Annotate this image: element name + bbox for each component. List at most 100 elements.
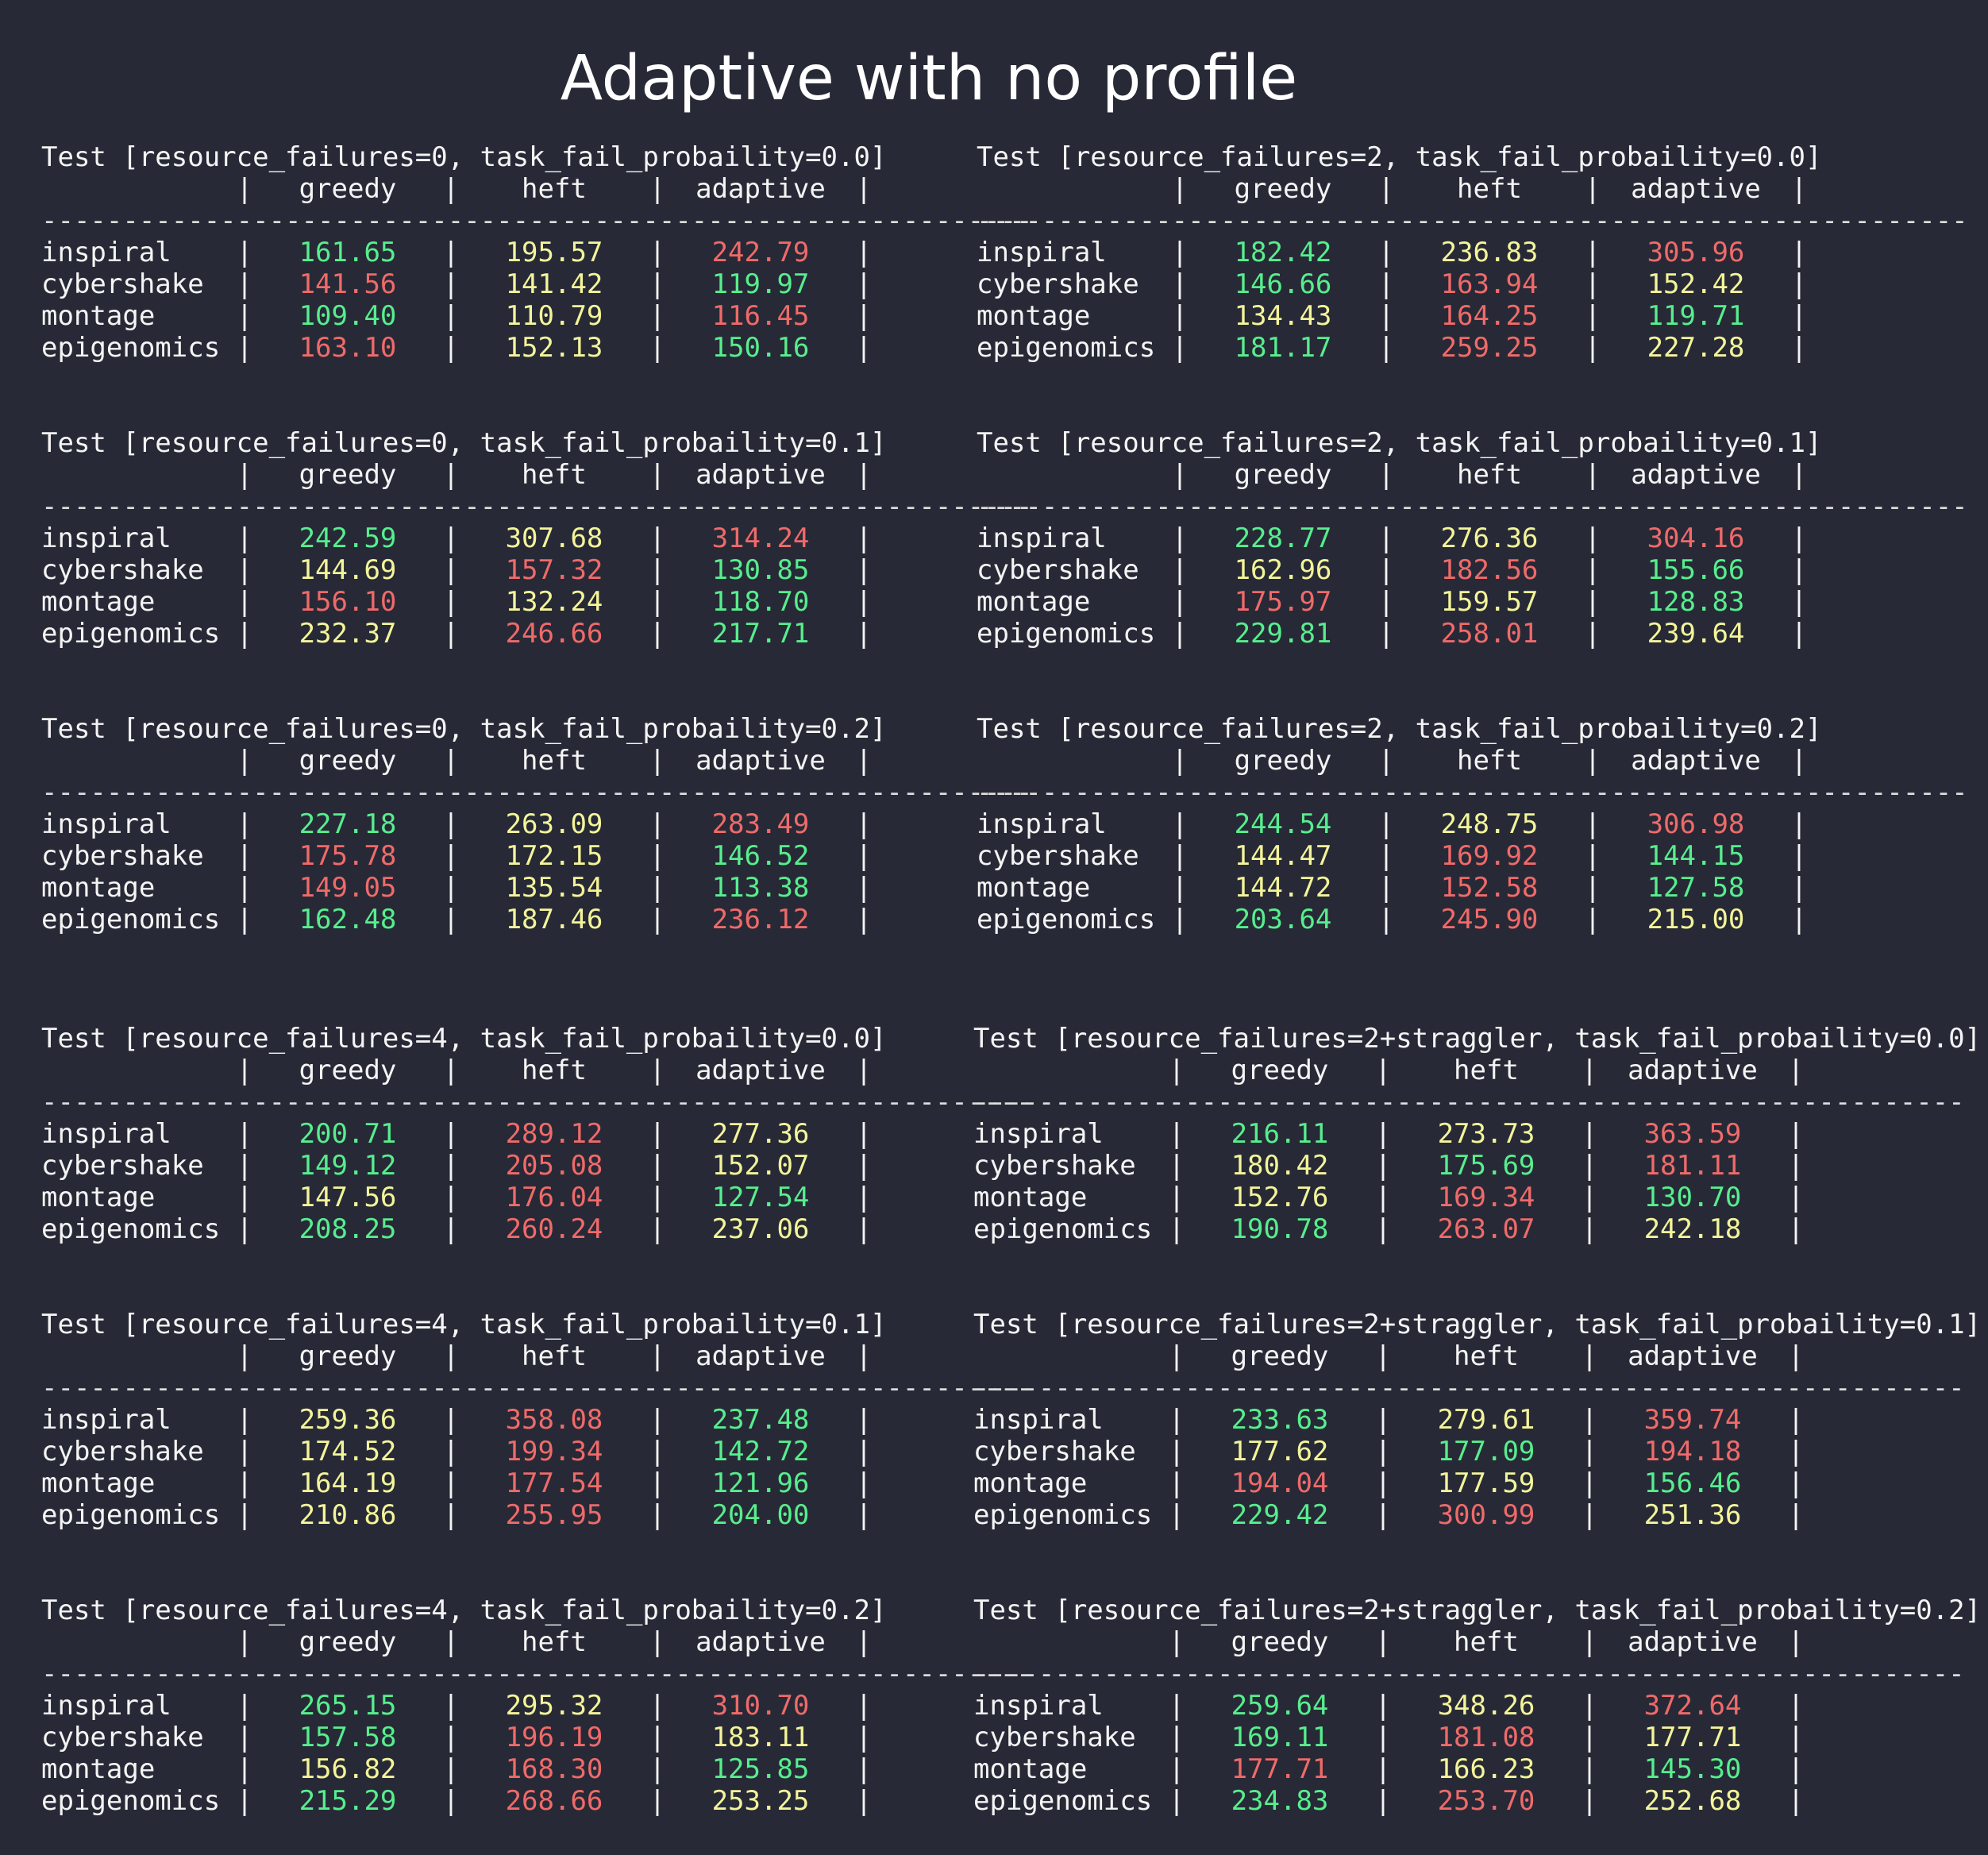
separator-line: ----------------------------------------… [41,1086,1033,1118]
workflow-name: inspiral [41,237,171,268]
value-adaptive: 283.49 [711,808,810,840]
table-row: cybershake | 144.69 | 157.32 | 130.85 | [41,554,1033,586]
table-title: Test [resource_failures=0, task_fail_pro… [41,427,887,459]
column-divider: | [1374,1055,1392,1086]
table-title: Test [resource_failures=2+straggler, tas… [973,1309,1982,1340]
column-divider: | [855,1499,873,1531]
value-greedy: 181.17 [1234,332,1332,364]
page-title: Adaptive with no profile [560,43,1298,114]
column-divider: | [442,840,460,872]
column-header-greedy: greedy [1231,1626,1329,1658]
value-heft: 258.01 [1440,618,1539,650]
column-header-greedy: greedy [1234,459,1332,491]
value-greedy: 200.71 [299,1118,397,1150]
column-divider: | [649,1118,666,1150]
value-adaptive: 242.79 [711,237,810,268]
value-greedy: 177.62 [1231,1436,1329,1467]
column-divider: | [1171,523,1189,554]
workflow-name: cybershake [41,554,204,586]
column-divider: | [1581,1436,1598,1467]
results-table: Test [resource_failures=2+straggler, tas… [973,1595,1981,1817]
column-divider: | [236,268,253,300]
table-title: Test [resource_failures=0, task_fail_pro… [41,713,887,745]
value-greedy: 174.52 [299,1436,397,1467]
table-header-row: | greedy | heft | adaptive | [973,1340,1981,1372]
value-adaptive: 144.15 [1647,840,1745,872]
column-divider: | [649,1785,666,1817]
column-divider: | [1790,618,1808,650]
column-divider: | [1584,268,1601,300]
results-table: Test [resource_failures=0, task_fail_pro… [41,713,1033,935]
value-greedy: 229.81 [1234,618,1332,650]
table-row: montage | 175.97 | 159.57 | 128.83 | [977,586,1968,618]
value-heft: 182.56 [1440,554,1539,586]
column-divider: | [236,554,253,586]
workflow-name: cybershake [973,1150,1136,1182]
column-divider: | [1584,173,1601,205]
column-divider: | [649,1436,666,1467]
value-adaptive: 152.42 [1647,268,1745,300]
column-divider: | [1377,173,1395,205]
workflow-name: inspiral [973,1404,1104,1436]
value-heft: 255.95 [505,1499,603,1531]
column-divider: | [1581,1690,1598,1722]
column-divider: | [236,1340,253,1372]
separator-line: ----------------------------------------… [973,1372,1965,1404]
value-adaptive: 251.36 [1643,1499,1742,1531]
column-header-greedy: greedy [1231,1340,1329,1372]
table-row: epigenomics | 163.10 | 152.13 | 150.16 | [41,332,1033,364]
value-greedy: 134.43 [1234,300,1332,332]
column-divider: | [442,1753,460,1785]
column-header-heft: heft [1457,745,1522,777]
value-heft: 300.99 [1437,1499,1535,1531]
table-header-row: | greedy | heft | adaptive | [973,1055,1981,1086]
column-divider: | [855,1690,873,1722]
workflow-name: epigenomics [977,332,1156,364]
column-divider: | [1581,1722,1598,1753]
separator-line: ----------------------------------------… [41,491,1033,523]
column-divider: | [1584,840,1601,872]
value-greedy: 190.78 [1231,1213,1329,1245]
column-divider: | [855,1182,873,1213]
column-header-heft: heft [522,1055,587,1086]
value-adaptive: 113.38 [711,872,810,904]
value-heft: 236.83 [1440,237,1539,268]
value-adaptive: 237.06 [711,1213,810,1245]
column-divider: | [1581,1404,1598,1436]
value-heft: 168.30 [505,1753,603,1785]
table-row: montage | 152.76 | 169.34 | 130.70 | [973,1182,1981,1213]
value-heft: 175.69 [1437,1150,1535,1182]
workflow-name: inspiral [973,1690,1104,1722]
workflow-name: cybershake [41,268,204,300]
value-heft: 248.75 [1440,808,1539,840]
table-title: Test [resource_failures=4, task_fail_pro… [41,1595,887,1626]
value-adaptive: 277.36 [711,1118,810,1150]
workflow-name: montage [41,872,156,904]
value-greedy: 162.96 [1234,554,1332,586]
column-divider: | [1374,1467,1392,1499]
workflow-name: epigenomics [41,1213,221,1245]
column-divider: | [1584,523,1601,554]
value-heft: 157.32 [505,554,603,586]
value-adaptive: 145.30 [1643,1753,1742,1785]
column-divider: | [1584,237,1601,268]
value-greedy: 164.19 [299,1467,397,1499]
value-adaptive: 181.11 [1643,1150,1742,1182]
value-adaptive: 127.54 [711,1182,810,1213]
column-divider: | [1581,1785,1598,1817]
value-heft: 199.34 [505,1436,603,1467]
value-greedy: 177.71 [1231,1753,1329,1785]
column-divider: | [1377,237,1395,268]
column-divider: | [855,1753,873,1785]
column-divider: | [442,808,460,840]
column-divider: | [649,173,666,205]
value-adaptive: 359.74 [1643,1404,1742,1436]
column-divider: | [855,1722,873,1753]
column-divider: | [442,904,460,935]
value-greedy: 141.56 [299,268,397,300]
workflow-name: montage [41,586,156,618]
column-divider: | [1787,1055,1805,1086]
column-divider: | [1787,1404,1805,1436]
column-divider: | [1168,1690,1185,1722]
value-adaptive: 363.59 [1643,1118,1742,1150]
